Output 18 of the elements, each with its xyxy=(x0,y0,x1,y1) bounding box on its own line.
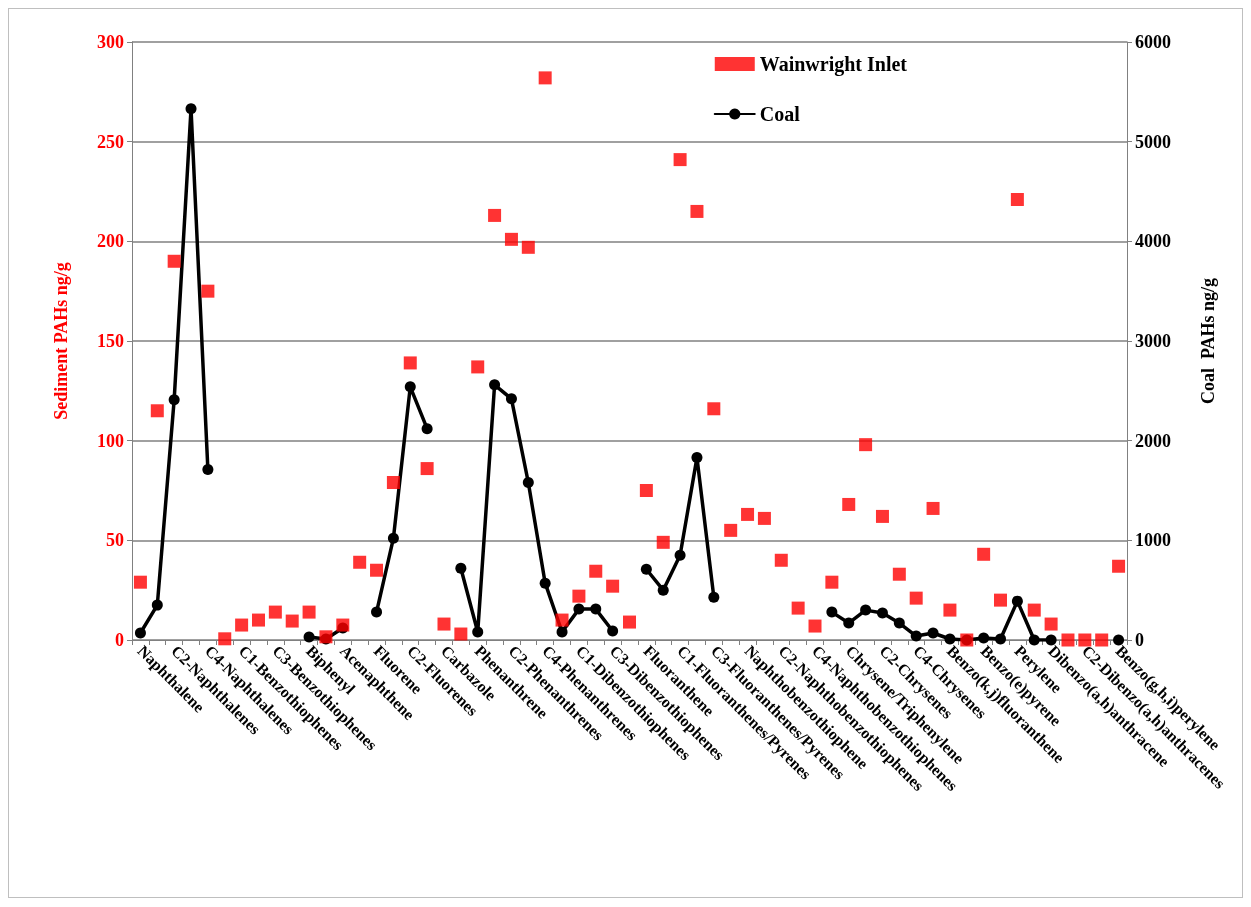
y2-axis-title: Coal PAHs ng/g xyxy=(1198,277,1218,405)
y2-tick-label: 1000 xyxy=(1135,530,1171,551)
y2-tick-label: 0 xyxy=(1135,630,1144,650)
legend-label: Coal xyxy=(759,103,801,125)
y-tick-label: 150 xyxy=(97,331,124,351)
y2-tick-label: 3000 xyxy=(1135,331,1171,351)
y-axis-title: Sediment PAHs ng/g xyxy=(51,262,71,420)
legend-label: Wainwright Inlet xyxy=(759,53,908,76)
y2-tick-label: 6000 xyxy=(1135,32,1171,52)
y-tick-label: 100 xyxy=(97,430,124,451)
y2-tick-label: 4000 xyxy=(1135,231,1171,252)
y-tick-label: 250 xyxy=(97,131,124,152)
y-tick-label: 200 xyxy=(97,231,124,252)
y2-tick-label: 5000 xyxy=(1135,131,1171,152)
y-tick-label: 0 xyxy=(115,630,124,650)
y2-tick-label: 2000 xyxy=(1135,430,1171,451)
y-tick-label: 50 xyxy=(106,530,124,551)
y-tick-label: 300 xyxy=(97,32,124,52)
